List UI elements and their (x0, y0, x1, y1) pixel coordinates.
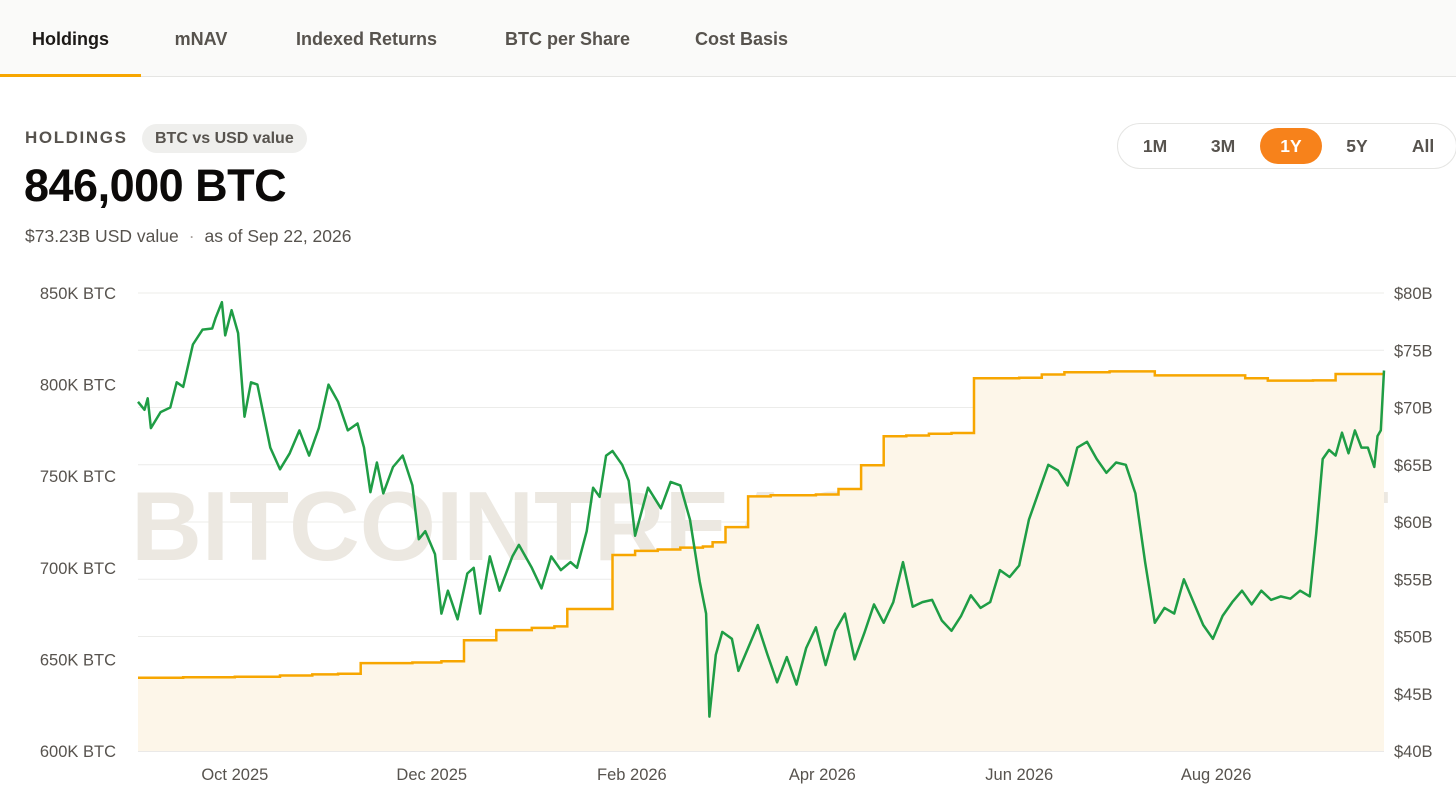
usd-value-line: $73.23B USD value · as of Sep 22, 2026 (25, 226, 351, 247)
time-range-selector: 1M 3M 1Y 5Y All (1117, 123, 1456, 169)
holdings-value: 846,000 BTC (24, 160, 287, 211)
usd-value-line-series (137, 300, 1386, 718)
left-tick-label: 650K BTC (40, 651, 116, 669)
right-tick-label: $45B (1394, 686, 1433, 704)
tab-btc-per-share[interactable]: BTC per Share (504, 29, 631, 49)
right-tick-label: $50B (1394, 629, 1433, 647)
right-tick-label: $40B (1394, 743, 1433, 761)
x-axis: Oct 2025 Dec 2025 Feb 2026 Apr 2026 Jun 2026… (201, 766, 1251, 784)
right-axis: $40B $45B $50B $55B $60B $65B $70B $75B $80B (1394, 285, 1433, 761)
tab-bar: Holdings mNAV Indexed Returns BTC per Sh… (0, 0, 1456, 77)
range-1y-button[interactable]: 1Y (1260, 128, 1322, 164)
right-tick-label: $75B (1394, 342, 1433, 360)
left-tick-label: 800K BTC (40, 377, 116, 395)
left-tick-label: 600K BTC (40, 743, 116, 761)
comparison-badge: BTC vs USD value (142, 124, 307, 153)
range-all-button[interactable]: All (1411, 136, 1435, 156)
range-3m-button[interactable]: 3M (1210, 136, 1236, 156)
right-tick-label: $65B (1394, 457, 1433, 475)
x-tick-label: Oct 2025 (201, 766, 268, 784)
x-tick-label: Jun 2026 (985, 766, 1053, 784)
right-tick-label: $80B (1394, 285, 1433, 303)
right-tick-label: $70B (1394, 400, 1433, 418)
left-tick-label: 700K BTC (40, 560, 116, 578)
tab-mnav[interactable]: mNAV (174, 29, 228, 49)
left-tick-label: 750K BTC (40, 468, 116, 486)
as-of-date: as of Sep 22, 2026 (204, 226, 352, 246)
range-5y-button[interactable]: 5Y (1346, 136, 1368, 156)
tab-holdings[interactable]: Holdings (0, 0, 141, 77)
separator-dot: · (188, 226, 195, 246)
section-label: HOLDINGS (25, 128, 128, 147)
x-tick-label: Apr 2026 (789, 766, 856, 784)
tab-cost-basis[interactable]: Cost Basis (694, 29, 789, 49)
x-tick-label: Dec 2025 (396, 766, 467, 784)
right-tick-label: $55B (1394, 571, 1433, 589)
x-tick-label: Aug 2026 (1181, 766, 1252, 784)
usd-value: $73.23B USD value (25, 226, 179, 246)
left-tick-label: 850K BTC (40, 285, 116, 303)
x-tick-label: Feb 2026 (597, 766, 667, 784)
btc-holdings-line (138, 370, 1384, 679)
left-axis: 600K BTC 650K BTC 700K BTC 750K BTC 800K BTC… (40, 285, 116, 761)
tab-indexed-returns[interactable]: Indexed Returns (295, 29, 438, 49)
right-tick-label: $60B (1394, 514, 1433, 532)
range-1m-button[interactable]: 1M (1142, 136, 1168, 156)
